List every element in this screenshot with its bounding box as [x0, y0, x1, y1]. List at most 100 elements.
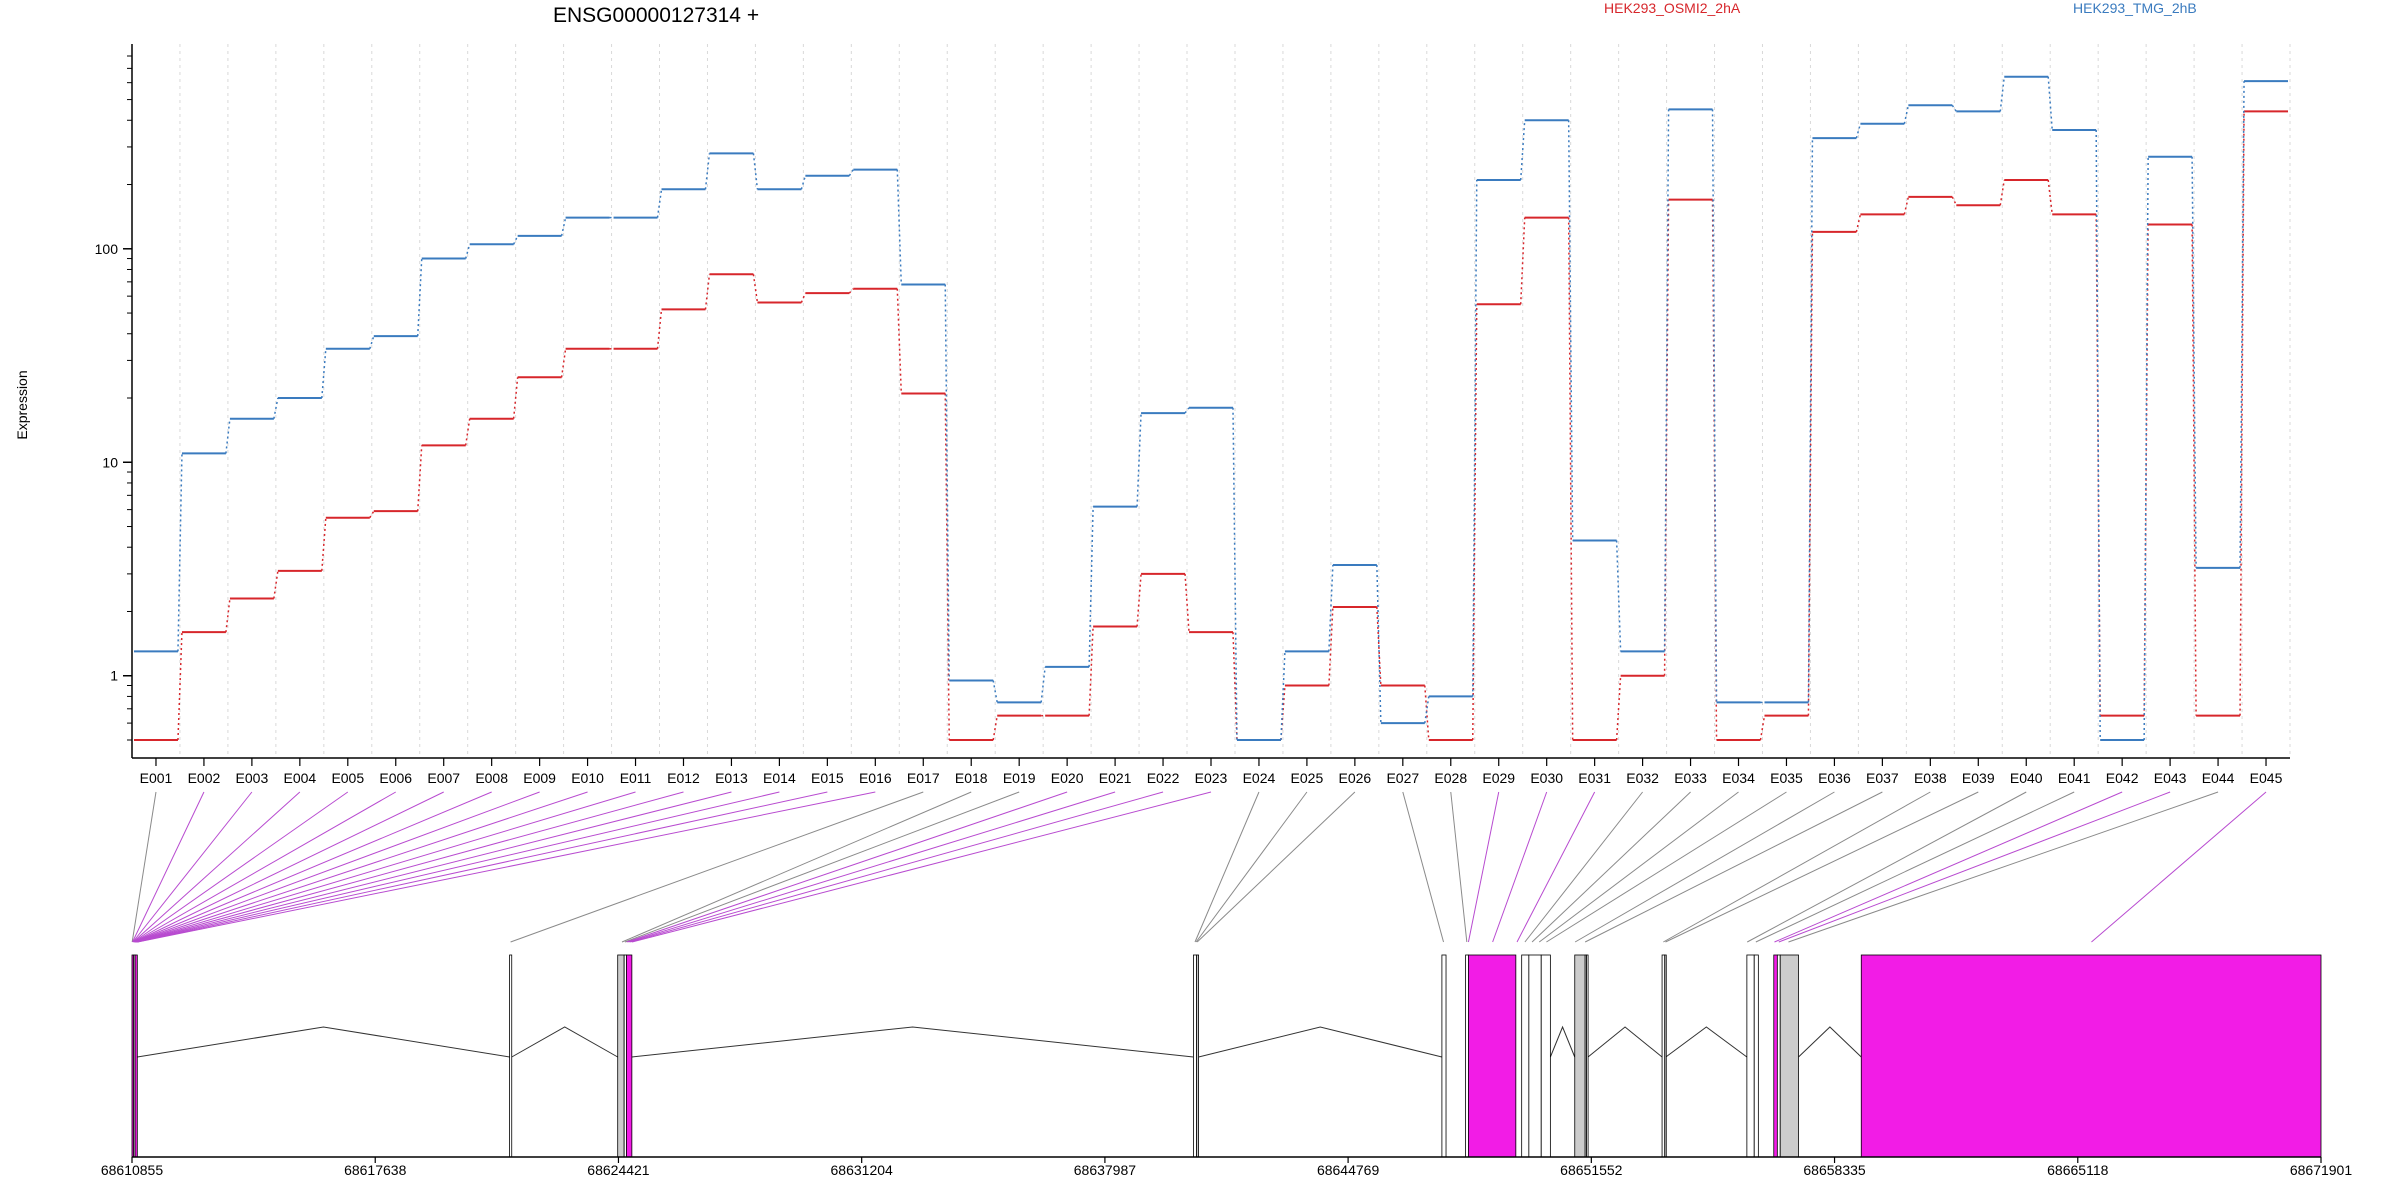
genomic-tick-label: 68671901	[2290, 1162, 2353, 1178]
connector-line	[1755, 791, 2075, 943]
connector-line	[1663, 791, 1931, 943]
connector-line	[1492, 791, 1548, 943]
exon-tick-label: E044	[2202, 770, 2235, 786]
series-step-connector	[1807, 231, 1814, 716]
series-step-connector	[225, 418, 231, 454]
series-step-connector	[321, 348, 327, 399]
series-HEK293_OSMI2_2hA	[134, 110, 2288, 741]
exon-tick-label: E015	[811, 770, 844, 786]
exon-tick-label: E041	[2058, 770, 2091, 786]
intron-line	[137, 1026, 510, 1058]
exon-block	[1776, 954, 1781, 1158]
exon-tick-label: E001	[140, 770, 173, 786]
exon-tick-label: E045	[2250, 770, 2283, 786]
intron-line	[1549, 1025, 1576, 1058]
exon-tick-label: E035	[1770, 770, 1803, 786]
connector-line	[1546, 791, 1787, 943]
connector-line	[133, 791, 349, 943]
exon-tick-label: E037	[1866, 770, 1899, 786]
series-step-connector	[2239, 81, 2245, 568]
series-step-connector	[2143, 156, 2149, 741]
exon-block	[617, 954, 625, 1158]
connector-line	[136, 791, 780, 943]
series-step-connector	[704, 153, 711, 190]
y-tick-label: 10	[102, 454, 118, 470]
series-step-connector	[1472, 179, 1478, 697]
intron-line	[631, 1026, 1194, 1058]
exon-block	[1661, 954, 1666, 1158]
exon-tick-label: E033	[1674, 770, 1707, 786]
exon-tick-label: E005	[331, 770, 364, 786]
series-step-connector	[2191, 156, 2197, 568]
series-step-connector	[1232, 407, 1238, 741]
genomic-tick-label: 68617638	[344, 1162, 407, 1178]
exon-tick-label: E007	[427, 770, 460, 786]
intron-line	[1198, 1026, 1443, 1058]
exon-tick-label: E043	[2154, 770, 2187, 786]
genomic-tick-label: 68624421	[587, 1162, 650, 1178]
exon-tick-label: E032	[1626, 770, 1659, 786]
series-step-connector	[800, 175, 807, 190]
connector-line	[631, 791, 1212, 943]
series-step-connector	[848, 288, 854, 294]
series-step-connector	[1663, 109, 1670, 652]
connector-line	[626, 791, 1068, 943]
connector-line	[630, 791, 1164, 943]
series-step-connector	[848, 169, 854, 177]
series-step-connector	[512, 377, 519, 419]
connector-line	[1195, 791, 1308, 943]
genomic-tick-label: 68644769	[1317, 1162, 1380, 1178]
exon-tick-label: E013	[715, 770, 748, 786]
genomic-tick-label: 68665118	[2047, 1162, 2108, 1178]
series-step-connector	[369, 335, 375, 350]
connector-line	[1467, 791, 1500, 943]
exon-block	[1193, 954, 1198, 1158]
series-step-connector	[416, 445, 423, 512]
series-step-connector	[1759, 715, 1766, 741]
exon-block	[1468, 954, 1517, 1158]
series-step-connector	[2239, 111, 2245, 716]
exon-block	[1779, 954, 1799, 1158]
connector-line	[134, 791, 444, 943]
exon-connector-lines	[131, 791, 2267, 943]
exon-tick-label: E026	[1339, 770, 1372, 786]
series-step-connector	[1376, 565, 1382, 724]
series-step-connector	[2191, 224, 2197, 716]
connector-line	[621, 791, 972, 943]
series-step-connector	[560, 217, 567, 236]
exon-tick-label: E034	[1722, 770, 1755, 786]
series-step-connector	[1663, 199, 1670, 676]
series-step-connector	[1951, 104, 1957, 112]
exon-tick-label: E019	[1003, 770, 1036, 786]
connector-line	[1778, 791, 2171, 943]
intron-line	[1665, 1026, 1748, 1058]
exon-tick-label: E010	[571, 770, 604, 786]
exon-block	[1860, 954, 2322, 1158]
exon-tick-label: E006	[379, 770, 412, 786]
series-step-connector	[1280, 685, 1286, 741]
intron-line	[1798, 1026, 1862, 1058]
connector-line	[1516, 791, 1596, 943]
exon-tick-label: E036	[1818, 770, 1851, 786]
series-step-connector	[992, 715, 998, 741]
exon-block	[509, 954, 513, 1158]
series-step-connector	[1136, 413, 1142, 507]
exon-axis-ticks: E001 E002 E003 E004 E005 E006 E007 E008 E009 E010…	[140, 758, 2283, 786]
series-step-connector	[800, 292, 807, 303]
chart-title: ENSG00000127314 +	[553, 4, 759, 27]
exon-tick-label: E018	[955, 770, 988, 786]
exon-block	[1540, 954, 1551, 1158]
expression-series	[134, 75, 2288, 741]
exon-block	[1773, 954, 1778, 1158]
exon-tick-label: E024	[1243, 770, 1276, 786]
exon-tick-label: E023	[1195, 770, 1228, 786]
connector-line	[1774, 791, 2123, 943]
exon-tick-label: E027	[1386, 770, 1419, 786]
connector-line	[134, 791, 492, 943]
exon-block	[626, 954, 633, 1158]
connector-line	[628, 791, 1116, 943]
series-step-connector	[225, 598, 231, 633]
series-step-connector	[1903, 105, 1910, 124]
exon-tick-label: E030	[1530, 770, 1563, 786]
